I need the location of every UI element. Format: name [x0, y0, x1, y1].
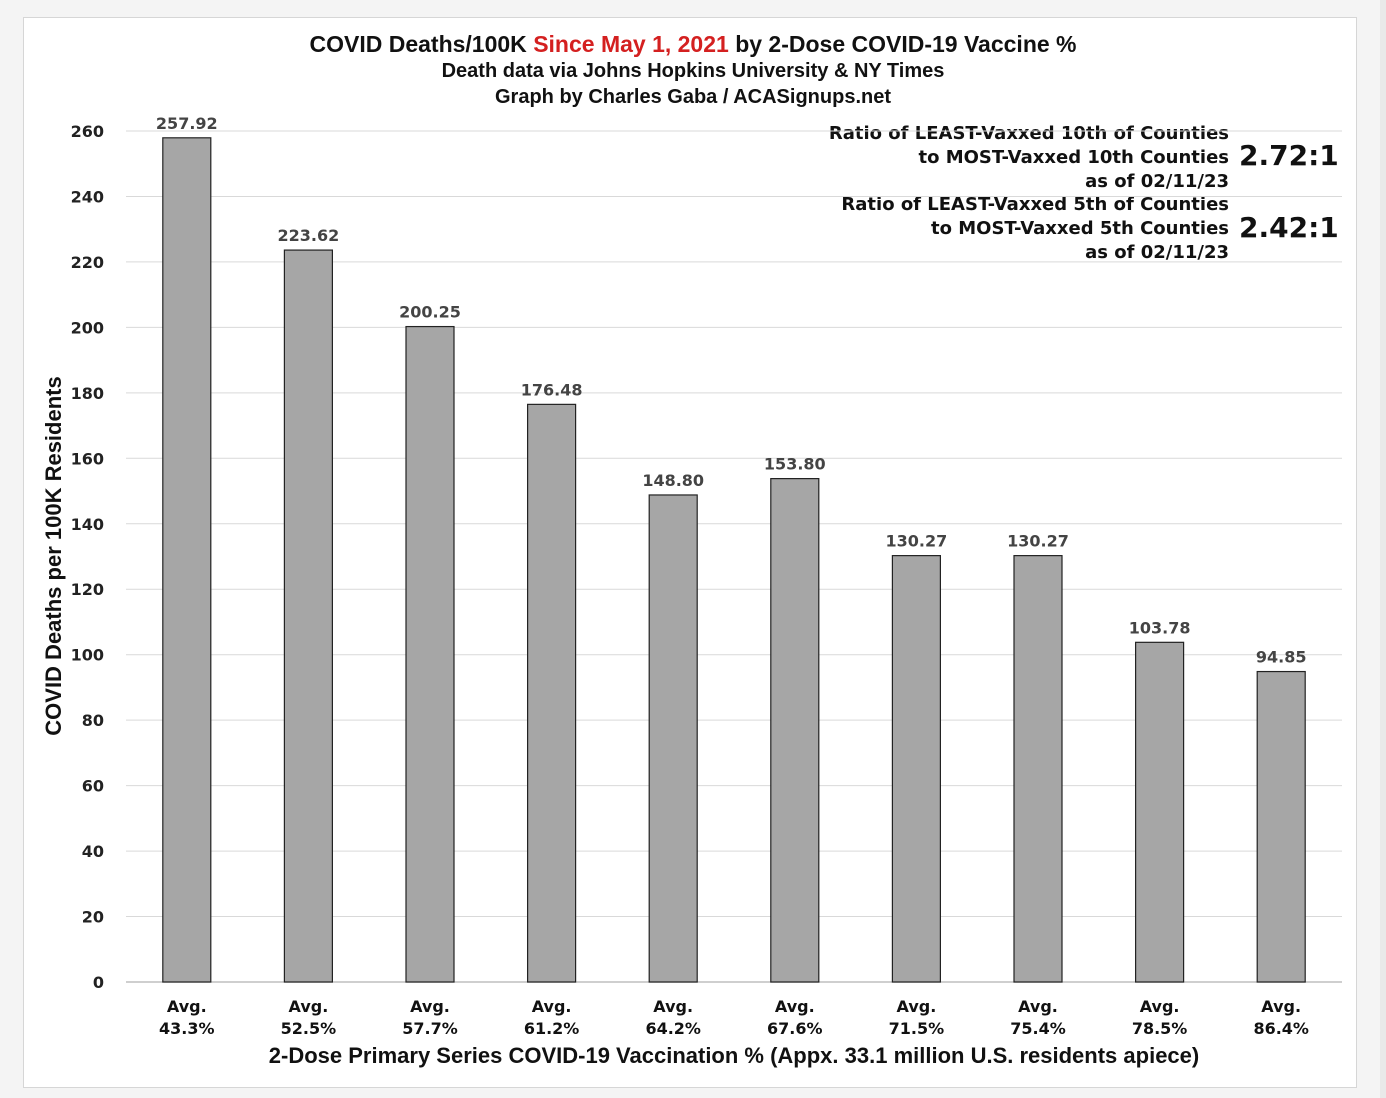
x-tick-label-4-line-1: Avg. — [653, 997, 693, 1016]
bar-8 — [1134, 641, 1185, 983]
data-label-6: 130.27 — [886, 532, 948, 551]
y-tick-label-7: 140 — [71, 515, 104, 534]
y-tick-label-8: 160 — [71, 449, 104, 468]
data-label-0: 257.92 — [156, 114, 218, 133]
y-tick-label-2: 40 — [82, 842, 104, 861]
window-edge — [1380, 0, 1386, 1098]
bar-2 — [405, 325, 455, 983]
x-tick-label-9-line-2: 86.4% — [1253, 1019, 1309, 1038]
y-tick-label-12: 240 — [71, 187, 104, 206]
data-label-8: 103.78 — [1129, 618, 1191, 637]
y-tick-label-1: 20 — [82, 908, 104, 927]
bar-1 — [283, 249, 333, 983]
chart-title: COVID Deaths/100K Since May 1, 2021 by 2… — [0, 31, 1386, 58]
y-tick-label-0: 0 — [93, 973, 104, 992]
data-label-4: 148.80 — [642, 471, 704, 490]
annotation-1-line-1: Ratio of LEAST-Vaxxed 10th of Counties — [828, 123, 1229, 144]
x-tick-label-1-line-1: Avg. — [289, 997, 329, 1016]
x-tick-label-3-line-2: 61.2% — [524, 1019, 580, 1038]
bar-7 — [1013, 555, 1063, 983]
x-tick-label-8-line-1: Avg. — [1140, 997, 1180, 1016]
data-label-5: 153.80 — [764, 455, 826, 474]
annotation-1: Ratio of LEAST-Vaxxed 10th of Counties t… — [829, 122, 1229, 194]
bar-4 — [648, 494, 698, 983]
annotation-2-line-1: Ratio of LEAST-Vaxxed 5th of Counties — [841, 194, 1229, 215]
data-label-1: 223.62 — [278, 226, 340, 245]
y-tick-label-10: 200 — [71, 318, 104, 337]
chart-subtitle-1: Death data via Johns Hopkins University … — [441, 60, 945, 82]
x-tick-label-2-line-2: 57.7% — [402, 1019, 458, 1038]
x-tick-label-0-line-1: Avg. — [167, 997, 207, 1016]
annotation-2: Ratio of LEAST-Vaxxed 5th of Counties to… — [841, 193, 1229, 265]
x-tick-label-1-line-2: 52.5% — [281, 1019, 337, 1038]
data-label-9: 94.85 — [1256, 648, 1307, 667]
bar-5 — [770, 478, 820, 983]
bar-3 — [526, 403, 577, 983]
data-label-3: 176.48 — [521, 380, 583, 399]
y-tick-label-4: 80 — [82, 711, 104, 730]
chart-subtitle-2: Graph by Charles Gaba / ACASignups.net — [495, 86, 891, 108]
annotation-1-line-2: to MOST-Vaxxed 10th Counties — [918, 147, 1229, 168]
x-tick-label-7-line-1: Avg. — [1018, 997, 1058, 1016]
bar-9 — [1256, 670, 1306, 983]
chart-title-part-3: by 2-Dose COVID-19 Vaccine % — [728, 31, 1077, 57]
chart-title-part-1: COVID Deaths/100K — [309, 31, 534, 57]
data-label-7: 130.27 — [1007, 532, 1069, 551]
y-tick-label-6: 120 — [71, 580, 104, 599]
annotation-2-ratio: 2.42:1 — [1239, 211, 1339, 244]
x-tick-label-9-line-1: Avg. — [1261, 997, 1301, 1016]
x-tick-label-4-line-2: 64.2% — [645, 1019, 701, 1038]
x-tick-label-5-line-2: 67.6% — [767, 1019, 823, 1038]
x-tick-label-8-line-2: 78.5% — [1132, 1019, 1188, 1038]
y-tick-label-9: 180 — [71, 384, 104, 403]
annotation-2-line-3: as of 02/11/23 — [1085, 242, 1229, 263]
y-tick-label-5: 100 — [71, 646, 104, 665]
chart-title-highlight: Since May 1, 2021 — [533, 31, 729, 57]
x-tick-label-5-line-1: Avg. — [775, 997, 815, 1016]
bar-6 — [891, 555, 942, 983]
y-tick-label-3: 60 — [82, 777, 104, 796]
bar-0 — [162, 137, 212, 983]
x-tick-label-2-line-1: Avg. — [410, 997, 450, 1016]
x-tick-label-0-line-2: 43.3% — [159, 1019, 215, 1038]
x-axis-label: 2-Dose Primary Series COVID-19 Vaccinati… — [268, 1043, 1200, 1068]
x-tick-label-6-line-1: Avg. — [897, 997, 937, 1016]
annotation-1-line-3: as of 02/11/23 — [1085, 171, 1229, 192]
annotation-1-ratio: 2.72:1 — [1239, 139, 1339, 172]
y-tick-label-11: 220 — [71, 253, 104, 272]
x-tick-label-3-line-1: Avg. — [532, 997, 572, 1016]
y-tick-label-13: 260 — [71, 122, 104, 141]
annotation-2-line-2: to MOST-Vaxxed 5th Counties — [931, 218, 1229, 239]
data-label-2: 200.25 — [399, 303, 461, 322]
x-tick-label-6-line-2: 71.5% — [889, 1019, 945, 1038]
x-tick-label-7-line-2: 75.4% — [1010, 1019, 1066, 1038]
